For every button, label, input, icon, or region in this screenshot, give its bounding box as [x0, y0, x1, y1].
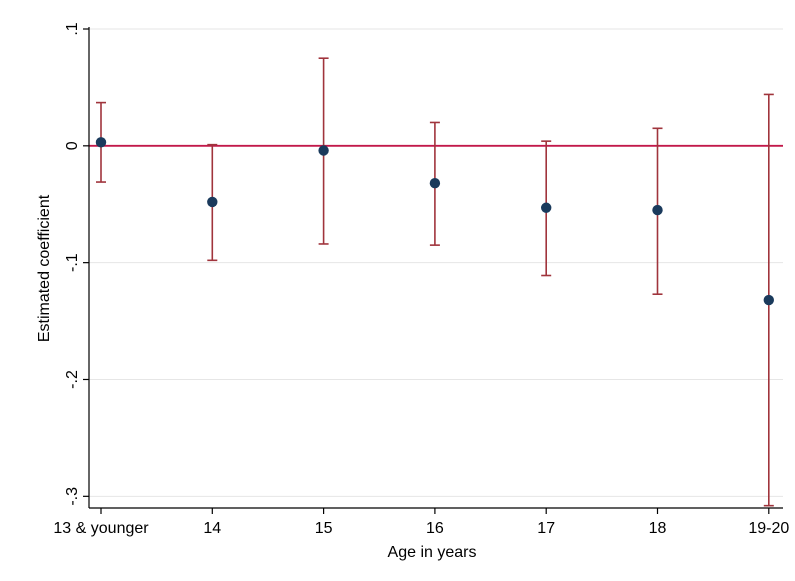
x-tick-label: 16	[426, 520, 444, 537]
data-point	[541, 202, 552, 213]
y-tick-layer: .1 0 -.1 -.2 -.3	[64, 22, 89, 506]
x-tick-label: 17	[537, 520, 555, 537]
x-tick-label: 19-20	[748, 520, 789, 537]
data-point	[763, 294, 774, 306]
y-tick-label: -.2	[64, 370, 81, 389]
x-tick-label: 13 & younger	[53, 520, 149, 537]
data-point	[429, 178, 441, 189]
data-point	[652, 204, 663, 216]
y-tick-label: .1	[64, 22, 81, 35]
data-point	[318, 145, 329, 156]
data-point	[207, 196, 218, 208]
y-tick-label: -.1	[64, 253, 81, 272]
x-tick-label: 14	[203, 520, 221, 537]
confidence-interval-layer	[96, 57, 774, 507]
y-tick-label: -.3	[64, 487, 81, 506]
data-point	[95, 137, 107, 148]
x-tick-label: 15	[315, 520, 333, 537]
x-tick-layer: 13 & younger 14 15 16 17 18 19-20	[53, 508, 789, 537]
axis-layer	[88, 27, 783, 509]
y-axis-title: Estimated coefficient	[36, 194, 53, 342]
grid-layer	[89, 28, 783, 497]
x-axis-title: Age in years	[388, 544, 477, 561]
y-tick-label: 0	[64, 141, 81, 150]
x-tick-label: 18	[649, 520, 667, 537]
point-layer	[95, 137, 774, 306]
